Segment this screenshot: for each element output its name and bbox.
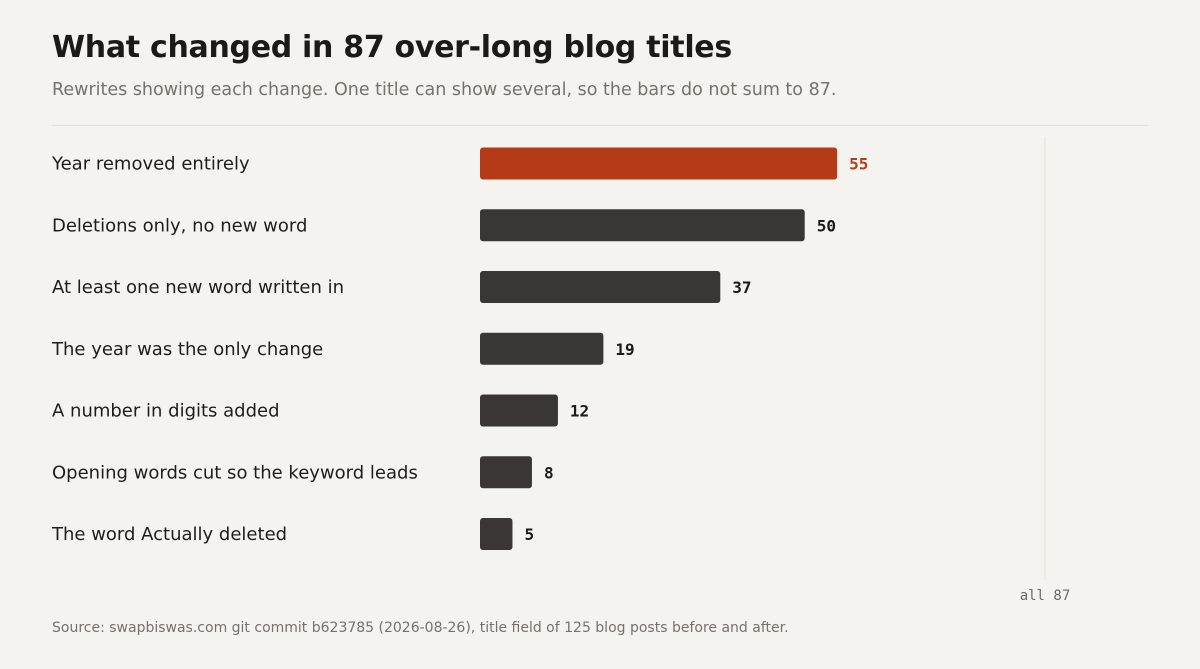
category-label: Deletions only, no new word [52,215,307,236]
value-label: 12 [570,402,589,421]
category-label: The word Actually deleted [51,524,287,545]
reference-line-label: all 87 [1020,588,1071,604]
value-label: 5 [524,525,534,544]
header-divider [52,125,1148,126]
chart-subtitle: Rewrites showing each change. One title … [52,80,837,100]
bar [480,271,721,303]
chart-title: What changed in 87 over-long blog titles [52,30,732,65]
value-label: 8 [544,463,554,482]
category-label: Opening words cut so the keyword leads [52,462,418,483]
bar [480,394,558,427]
source-note: Source: swapbiswas.com git commit b62378… [52,620,789,636]
category-label: Year removed entirely [51,154,250,175]
bar [480,147,838,180]
bar [480,456,532,489]
value-label: 50 [817,216,836,235]
category-label: At least one new word written in [52,277,344,298]
bar [480,518,513,550]
value-label: 37 [732,278,751,297]
value-label: 55 [849,155,868,174]
bar [480,332,604,365]
category-label: A number in digits added [52,401,280,422]
category-label: The year was the only change [51,339,323,360]
bar [480,209,805,242]
value-label: 19 [615,340,634,359]
